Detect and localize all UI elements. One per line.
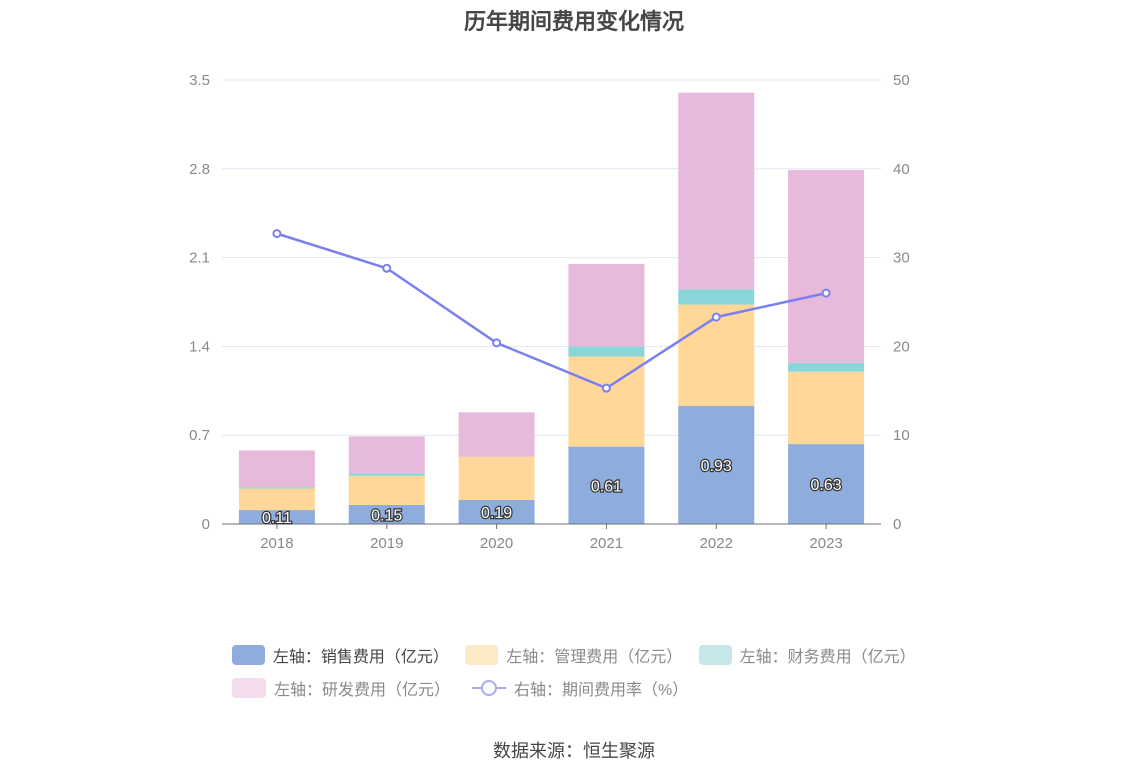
bar-segment-finance — [348, 473, 425, 476]
legend-label-finance: 左轴：财务费用（亿元） — [739, 648, 916, 666]
y-left-tick-label: 1.4 — [189, 338, 210, 355]
y-right-tick-label: 40 — [893, 161, 910, 178]
bar-segment-rnd — [788, 170, 865, 363]
bar-data-label: 0.63 — [811, 477, 842, 494]
y-right-tick-label: 30 — [893, 250, 910, 267]
bar-segment-sales — [238, 510, 315, 524]
y-left-tick-label: 3.5 — [189, 72, 210, 89]
bar-segment-finance — [238, 487, 315, 489]
legend-label-rnd: 左轴：研发费用（亿元） — [274, 681, 451, 699]
x-tick-label: 2023 — [809, 535, 842, 552]
bar-data-label: 0.15 — [371, 507, 402, 524]
chart-area: 0 0.7 1.4 2.1 2.8 3.5 0 10 20 30 40 50 2018 2019 2020 2… — [189, 72, 910, 552]
y-right-tick-label: 10 — [893, 427, 910, 444]
legend-swatch-finance — [698, 644, 732, 665]
bar-segment-sales — [788, 444, 865, 524]
bar-segment-admin — [238, 488, 315, 511]
y-left-tick-label: 2.8 — [189, 161, 210, 178]
data-source: 数据来源：恒生聚源 — [493, 741, 655, 761]
x-tick-label: 2022 — [700, 535, 733, 552]
bar-segment-admin — [788, 371, 865, 445]
bar-data-label: 0.11 — [262, 510, 292, 527]
x-tick-label: 2021 — [590, 535, 623, 552]
legend-item-admin[interactable]: 左轴：管理费用（亿元） — [465, 643, 683, 667]
x-tick-label: 2018 — [260, 535, 293, 552]
y-right-tick-label: 20 — [893, 338, 910, 355]
bar-segment-rnd — [678, 92, 755, 290]
bar-segment-finance — [678, 289, 755, 305]
bar-segment-finance — [568, 346, 645, 357]
bar-segment-admin — [348, 475, 425, 505]
y-left-tick-label: 0.7 — [189, 427, 210, 444]
legend-item-sales[interactable]: 左轴：销售费用（亿元） — [232, 643, 449, 667]
legend-item-expense-ratio[interactable]: 右轴：期间费用率（%） — [472, 676, 688, 700]
bar-segment-sales — [348, 504, 425, 524]
bar-segment-rnd — [568, 263, 645, 347]
x-tick-label: 2019 — [370, 535, 403, 552]
expense-ratio-point — [711, 312, 721, 322]
bar-segment-sales — [678, 406, 755, 524]
expense-ratio-point — [601, 383, 611, 393]
bar-segment-rnd — [238, 450, 315, 488]
bar-segment-finance — [788, 362, 865, 372]
legend-item-rnd[interactable]: 左轴：研发费用（亿元） — [232, 676, 450, 700]
bar-data-label: 0.19 — [481, 505, 512, 522]
bar-segment-rnd — [458, 412, 535, 457]
legend-label-admin: 左轴：管理费用（亿元） — [506, 648, 683, 666]
chart-title: 历年期间费用变化情况 — [463, 9, 684, 34]
legend-swatch-admin — [465, 644, 499, 665]
y-right-tick-label: 0 — [893, 516, 901, 533]
bar-segment-sales — [568, 446, 645, 524]
expense-ratio-point — [492, 338, 502, 348]
legend-swatch-rnd — [232, 677, 266, 698]
y-left-tick-label: 2.1 — [189, 250, 210, 267]
y-left-tick-label: 0 — [202, 516, 210, 533]
legend-line-marker-icon — [472, 678, 507, 698]
expense-ratio-point — [382, 263, 392, 273]
legend-swatch-sales — [232, 644, 265, 665]
bar-data-label: 0.61 — [591, 478, 622, 495]
expense-ratio-point — [272, 229, 282, 239]
x-tick-label: 2020 — [480, 535, 513, 552]
expense-ratio-line — [276, 232, 827, 390]
legend-label-sales: 左轴：销售费用（亿元） — [272, 648, 449, 666]
bar-data-label: 0.93 — [701, 458, 732, 475]
bar-segment-rnd — [348, 436, 425, 474]
legend-item-finance[interactable]: 左轴：财务费用（亿元） — [698, 643, 916, 667]
bar-segment-admin — [458, 456, 535, 500]
expense-ratio-point — [821, 288, 831, 298]
bar-segment-sales — [458, 499, 535, 524]
legend-label-expense-ratio: 右轴：期间费用率（%） — [514, 681, 689, 699]
legend: 左轴：销售费用（亿元） 左轴：管理费用（亿元） 左轴：财务费用（亿元） 左轴：研… — [232, 638, 932, 704]
legend-row-2: 左轴：研发费用（亿元） 右轴：期间费用率（%） — [232, 671, 932, 704]
legend-row-1: 左轴：销售费用（亿元） 左轴：管理费用（亿元） 左轴：财务费用（亿元） — [232, 638, 932, 671]
y-right-tick-label: 50 — [893, 72, 910, 89]
